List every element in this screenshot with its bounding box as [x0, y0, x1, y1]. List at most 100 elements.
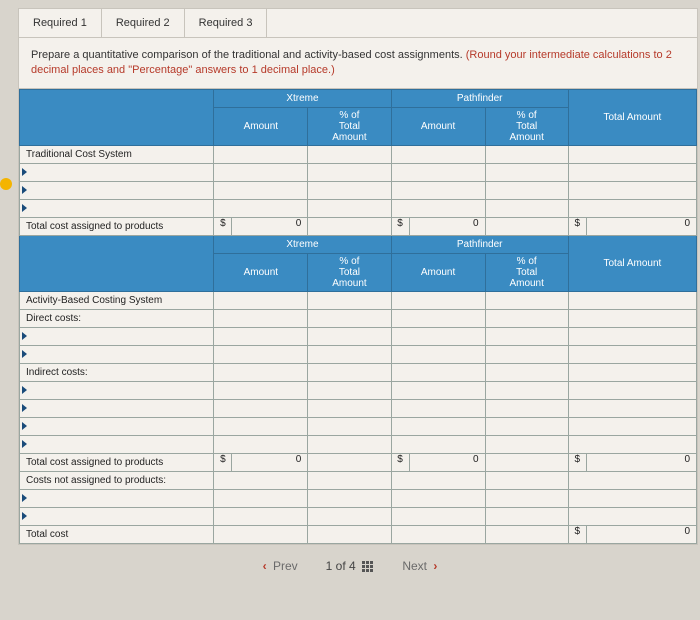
cell-pf-total-1[interactable]: $0 [391, 217, 485, 235]
cell-total-1[interactable]: $0 [568, 217, 696, 235]
cell[interactable] [485, 381, 568, 399]
cell[interactable] [485, 145, 568, 163]
cell-pf-total-2[interactable]: $0 [391, 453, 485, 471]
cell[interactable] [391, 525, 485, 543]
cell[interactable] [308, 163, 391, 181]
cell[interactable] [214, 399, 308, 417]
tab-required-3[interactable]: Required 3 [185, 9, 268, 37]
cell-totalcost[interactable]: $0 [568, 525, 696, 543]
cell[interactable] [568, 363, 696, 381]
cell[interactable] [391, 199, 485, 217]
row-input[interactable] [20, 399, 214, 417]
cell[interactable] [391, 399, 485, 417]
cell[interactable] [568, 291, 696, 309]
cell[interactable] [485, 327, 568, 345]
cell[interactable] [308, 435, 391, 453]
cell[interactable] [214, 435, 308, 453]
cell[interactable] [391, 471, 485, 489]
cell[interactable] [391, 291, 485, 309]
cell[interactable] [485, 399, 568, 417]
cell[interactable] [308, 291, 391, 309]
cell[interactable] [485, 163, 568, 181]
cell[interactable] [391, 507, 485, 525]
cell[interactable] [214, 145, 308, 163]
cell[interactable] [391, 163, 485, 181]
cell[interactable] [308, 507, 391, 525]
cell[interactable] [485, 435, 568, 453]
row-input[interactable] [20, 327, 214, 345]
cell[interactable] [568, 199, 696, 217]
cell[interactable] [308, 399, 391, 417]
cell[interactable] [214, 525, 308, 543]
cell[interactable] [485, 363, 568, 381]
cell[interactable] [485, 309, 568, 327]
cell[interactable] [214, 345, 308, 363]
cell[interactable] [568, 507, 696, 525]
row-input[interactable] [20, 381, 214, 399]
cell[interactable] [308, 327, 391, 345]
cell[interactable] [214, 327, 308, 345]
cell[interactable] [214, 291, 308, 309]
cell[interactable] [214, 507, 308, 525]
cell[interactable] [308, 453, 391, 471]
cell[interactable] [568, 471, 696, 489]
cell[interactable] [214, 309, 308, 327]
cell[interactable] [568, 181, 696, 199]
cell[interactable] [214, 199, 308, 217]
cell-total-2[interactable]: $0 [568, 453, 696, 471]
row-input[interactable] [20, 417, 214, 435]
cell[interactable] [391, 363, 485, 381]
row-input[interactable] [20, 163, 214, 181]
cell[interactable] [308, 471, 391, 489]
cell[interactable] [391, 417, 485, 435]
cell[interactable] [485, 199, 568, 217]
cell-xtreme-total-2[interactable]: $0 [214, 453, 308, 471]
cell[interactable] [568, 145, 696, 163]
cell[interactable] [485, 471, 568, 489]
cell[interactable] [308, 525, 391, 543]
cell[interactable] [308, 181, 391, 199]
cell[interactable] [485, 291, 568, 309]
row-input[interactable] [20, 199, 214, 217]
row-input[interactable] [20, 345, 214, 363]
cell[interactable] [391, 145, 485, 163]
cell[interactable] [214, 163, 308, 181]
tab-required-2[interactable]: Required 2 [102, 9, 185, 37]
cell[interactable] [308, 345, 391, 363]
cell[interactable] [214, 471, 308, 489]
cell[interactable] [308, 217, 391, 235]
cell[interactable] [214, 417, 308, 435]
cell[interactable] [485, 525, 568, 543]
row-input[interactable] [20, 181, 214, 199]
prev-button[interactable]: ‹ Prev [260, 559, 298, 573]
row-input[interactable] [20, 489, 214, 507]
cell[interactable] [308, 417, 391, 435]
tab-required-1[interactable]: Required 1 [19, 9, 102, 37]
cell[interactable] [391, 345, 485, 363]
cell[interactable] [568, 417, 696, 435]
cell[interactable] [568, 309, 696, 327]
row-input[interactable] [20, 435, 214, 453]
cell[interactable] [485, 345, 568, 363]
cell[interactable] [391, 489, 485, 507]
cell[interactable] [308, 309, 391, 327]
cell[interactable] [568, 399, 696, 417]
cell[interactable] [214, 181, 308, 199]
cell[interactable] [568, 435, 696, 453]
cell[interactable] [391, 435, 485, 453]
cell[interactable] [391, 327, 485, 345]
grid-icon[interactable] [362, 561, 374, 573]
cell-xtreme-total-1[interactable]: $0 [214, 217, 308, 235]
cell[interactable] [214, 363, 308, 381]
cell[interactable] [568, 345, 696, 363]
cell[interactable] [391, 309, 485, 327]
cell[interactable] [308, 381, 391, 399]
cell[interactable] [308, 145, 391, 163]
cell[interactable] [485, 453, 568, 471]
next-button[interactable]: Next › [402, 559, 440, 573]
cell[interactable] [308, 489, 391, 507]
row-input[interactable] [20, 507, 214, 525]
cell[interactable] [485, 417, 568, 435]
cell[interactable] [568, 327, 696, 345]
cell[interactable] [568, 489, 696, 507]
